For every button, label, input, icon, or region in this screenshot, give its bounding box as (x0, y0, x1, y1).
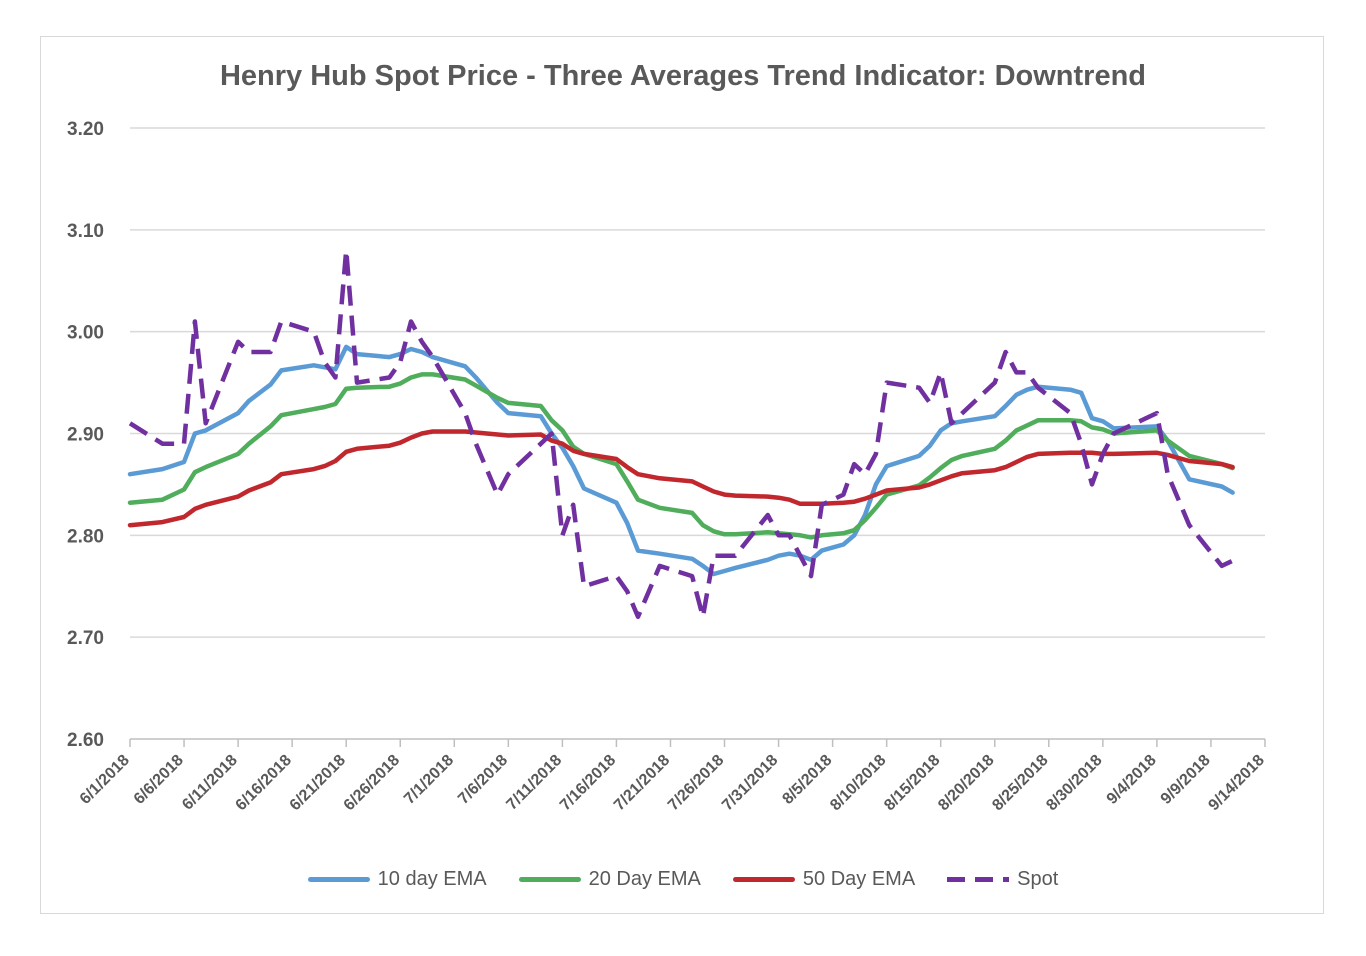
legend-item-20-day-ema: 20 Day EMA (518, 867, 701, 891)
legend-label-10-day-ema: 10 day EMA (377, 867, 487, 890)
x-tick-label: 7/1/2018 (401, 752, 457, 808)
legend-label-20-day-ema: 20 Day EMA (588, 867, 701, 890)
legend-swatch-50-day-ema (732, 876, 795, 882)
y-tick-label: 3.00 (67, 323, 104, 344)
x-tick-label: 9/9/2018 (1158, 752, 1214, 808)
legend-item-50-day-ema: 50 Day EMA (732, 867, 916, 891)
legend-item-10-day-ema: 10 day EMA (307, 867, 487, 891)
x-tick-label: 7/26/2018 (665, 752, 727, 814)
y-tick-label: 2.60 (67, 730, 104, 751)
legend-label-50-day-ema: 50 Day EMA (802, 867, 916, 890)
legend-item-spot: Spot (947, 868, 1058, 891)
x-tick-label: 6/16/2018 (233, 752, 295, 814)
y-tick-label: 3.20 (67, 119, 104, 140)
legend-swatch-spot (947, 876, 1010, 882)
series-line-10-day-ema (127, 344, 1235, 577)
gridlines (130, 127, 1265, 740)
series-line-spot (128, 247, 1234, 620)
chart-frame (40, 36, 1324, 914)
x-tick-label: 9/4/2018 (1104, 752, 1160, 808)
legend-swatch-10-day-ema (307, 876, 370, 882)
y-tick-label: 2.80 (67, 526, 104, 547)
chart-title: Henry Hub Spot Price - Three Averages Tr… (219, 60, 1147, 92)
x-tick-label: 8/10/2018 (827, 752, 889, 814)
y-tick-label: 2.90 (67, 425, 104, 446)
x-tick-label: 6/11/2018 (179, 752, 241, 814)
x-tick-label: 6/26/2018 (341, 752, 403, 814)
series-line-20-day-ema (127, 372, 1235, 540)
x-tick-label: 9/14/2018 (1205, 752, 1267, 814)
x-tick-label: 8/30/2018 (1043, 752, 1105, 814)
x-tick-label: 8/20/2018 (935, 752, 997, 814)
x-tick-label: 8/25/2018 (989, 752, 1051, 814)
legend-label-spot: Spot (1017, 867, 1059, 890)
x-axis (129, 739, 1266, 747)
legend: 10 day EMA 20 Day EMA 50 Day EMA Spot (0, 864, 1366, 894)
legend-swatch-20-day-ema (518, 876, 581, 882)
x-tick-label: 8/5/2018 (779, 752, 835, 808)
x-tick-label: 7/11/2018 (503, 752, 565, 814)
x-tick-label: 7/16/2018 (557, 752, 619, 814)
y-tick-label: 2.70 (67, 628, 104, 649)
series-line-50-day-ema (127, 429, 1235, 528)
x-tick-label: 7/31/2018 (719, 752, 781, 814)
x-tick-label: 6/1/2018 (77, 752, 133, 808)
x-tick-label: 6/21/2018 (287, 752, 349, 814)
x-tick-label: 8/15/2018 (881, 752, 943, 814)
x-tick-label: 6/6/2018 (131, 752, 187, 808)
x-tick-label: 7/6/2018 (455, 752, 511, 808)
x-tick-label: 7/21/2018 (611, 752, 673, 814)
y-tick-label: 3.10 (67, 221, 104, 242)
series-lines (127, 247, 1235, 620)
